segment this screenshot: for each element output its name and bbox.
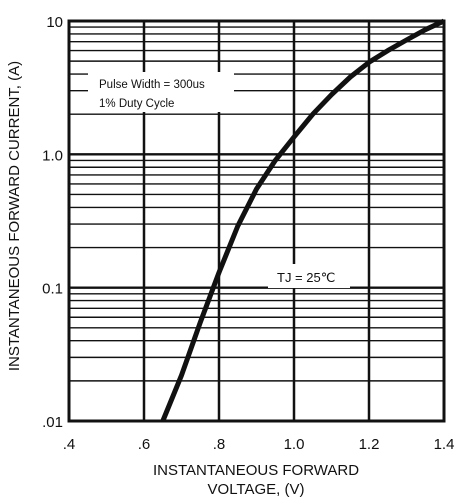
x-tick-label: 1.0 [284,436,305,453]
x-tick-label: 1.4 [434,436,455,453]
x-tick-labels: .4 .6 .8 1.0 1.2 1.4 [63,436,455,453]
x-tick-label: .6 [138,436,151,453]
y-tick-label: 10 [46,14,63,31]
y-tick-label: 1.0 [42,147,63,164]
pulse-note: Pulse Width = 300us 1% Duty Cycle [88,72,234,112]
temperature-note-box [268,264,350,288]
y-tick-labels: .01 0.1 1.0 10 [42,14,63,431]
plot-frame [67,19,446,423]
y-axis-label: INSTANTANEOUS FORWARD CURRENT, (A) [6,61,23,371]
grid [69,21,444,421]
pulse-note-box [88,72,234,112]
temperature-label: TJ = 25℃ [277,270,335,285]
y-tick-label: 0.1 [42,281,63,298]
forward-current-curve [160,18,446,422]
x-tick-label: 1.2 [359,436,380,453]
x-tick-label: .4 [63,436,76,453]
duty-cycle-label: 1% Duty Cycle [99,98,174,110]
x-axis-label-line-1: INSTANTANEOUS FORWARD [153,462,359,479]
pulse-width-label: Pulse Width = 300us [99,79,205,91]
x-axis-label-line-2: VOLTAGE, (V) [208,481,305,498]
temperature-note: TJ = 25℃ [268,264,350,288]
x-tick-label: .8 [213,436,226,453]
y-tick-label: .01 [42,414,63,431]
